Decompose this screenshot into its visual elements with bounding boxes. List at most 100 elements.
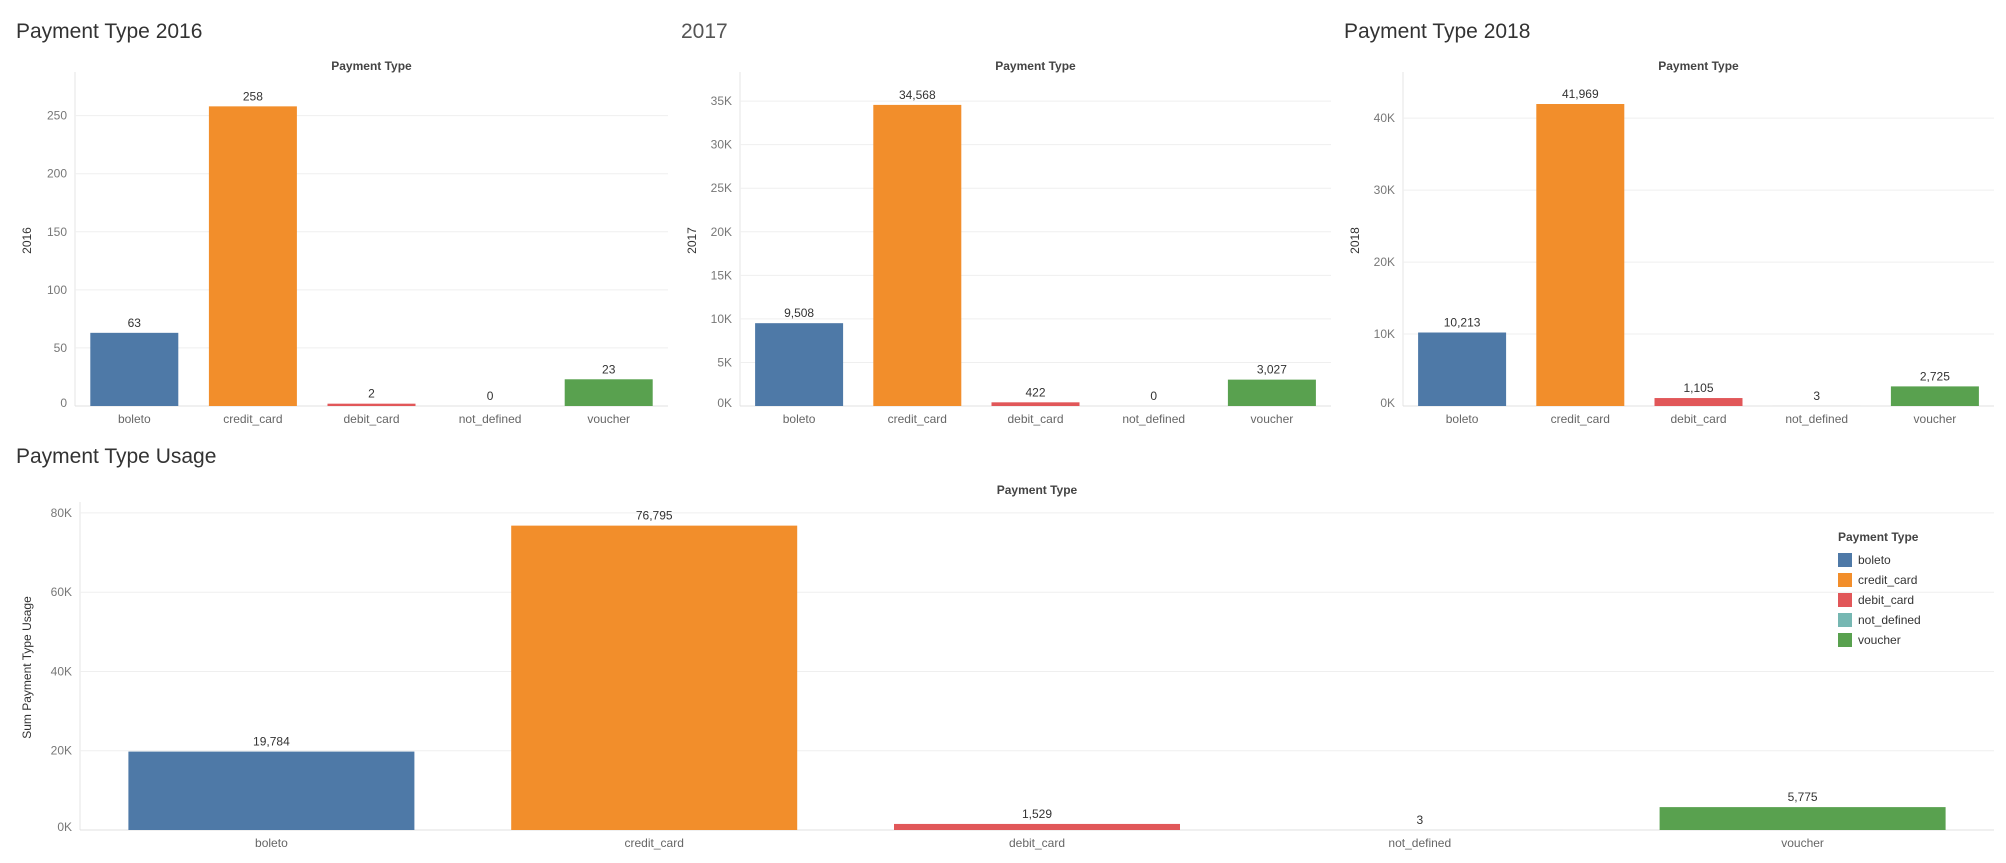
chart2-y-tick-label: 20K bbox=[1374, 255, 1395, 269]
chart0-value-label: 23 bbox=[602, 362, 616, 376]
chart0-value-label: 258 bbox=[243, 89, 263, 103]
chart1-category-label: boleto bbox=[783, 412, 816, 426]
chart3-category-label: debit_card bbox=[1009, 836, 1065, 850]
legend-item-boleto[interactable]: boleto bbox=[1838, 550, 1921, 570]
chart2-bar-boleto bbox=[1418, 332, 1507, 406]
legend-swatch bbox=[1838, 593, 1852, 607]
chart3-category-label: voucher bbox=[1781, 836, 1824, 850]
chart0-bar-boleto bbox=[90, 332, 179, 406]
chart2-y-tick-label: 40K bbox=[1374, 111, 1395, 125]
chart1-y-tick-label: 5K bbox=[717, 355, 732, 369]
chart1-y-tick-label: 20K bbox=[711, 225, 732, 239]
chart2-value-label: 2,725 bbox=[1920, 369, 1950, 383]
chart1-category-label: credit_card bbox=[888, 412, 947, 426]
chart3-category-label: boleto bbox=[255, 836, 288, 850]
chart3-y-axis-title: Sum Payment Type Usage bbox=[20, 596, 34, 739]
legend-label: voucher bbox=[1858, 633, 1901, 647]
chart2-bar-debit-card bbox=[1654, 398, 1743, 406]
chart3-y-tick-label: 20K bbox=[51, 744, 72, 758]
chart1-value-label: 0 bbox=[1150, 389, 1157, 403]
legend-title: Payment Type bbox=[1838, 530, 1919, 544]
chart3-category-label: credit_card bbox=[625, 836, 684, 850]
chart2-value-label: 41,969 bbox=[1562, 87, 1599, 101]
chart2-bar-credit-card bbox=[1536, 104, 1625, 406]
chart0-value-label: 63 bbox=[128, 316, 142, 330]
chart0-category-label: boleto bbox=[118, 412, 151, 426]
chart-title-2017: 2017 bbox=[681, 20, 728, 43]
chart3-value-label: 1,529 bbox=[1022, 807, 1052, 821]
chart3-y-tick-label: 0K bbox=[57, 820, 72, 834]
chart1-y-tick-label: 15K bbox=[711, 268, 732, 282]
chart0-y-tick-label: 200 bbox=[47, 167, 67, 181]
chart1-y-tick-label: 30K bbox=[711, 138, 732, 152]
chart1-category-label: not_defined bbox=[1122, 412, 1185, 426]
chart2-bar-voucher bbox=[1890, 386, 1979, 406]
chart2-x-axis-title: Payment Type bbox=[1658, 59, 1739, 73]
chart1-bar-debit-card bbox=[991, 402, 1080, 406]
chart0-x-axis-title: Payment Type bbox=[331, 59, 412, 73]
chart0-bar-credit-card bbox=[208, 106, 297, 406]
chart1-y-axis-title: 2017 bbox=[685, 227, 699, 254]
chart3-value-label: 3 bbox=[1416, 813, 1423, 827]
chart2-y-axis-title: 2018 bbox=[1348, 227, 1362, 254]
chart2-value-label: 10,213 bbox=[1444, 316, 1481, 330]
legend-label: debit_card bbox=[1858, 593, 1915, 607]
legend-swatch bbox=[1838, 613, 1852, 627]
chart1-bar-credit-card bbox=[873, 104, 962, 406]
chart0-category-label: credit_card bbox=[223, 412, 282, 426]
chart1-bar-boleto bbox=[755, 323, 844, 406]
legend-item-voucher[interactable]: voucher bbox=[1838, 630, 1921, 650]
chart0-value-label: 2 bbox=[368, 387, 375, 401]
chart2-y-tick-label: 10K bbox=[1374, 327, 1395, 341]
chart0-bar-voucher bbox=[564, 379, 653, 406]
chart0-y-tick-label: 100 bbox=[47, 283, 67, 297]
chart2-y-tick-label: 30K bbox=[1374, 183, 1395, 197]
chart3-y-tick-label: 80K bbox=[51, 506, 72, 520]
chart-title-2018: Payment Type 2018 bbox=[1344, 20, 1531, 43]
chart1-value-label: 9,508 bbox=[784, 306, 814, 320]
legend-item-debit-card[interactable]: debit_card bbox=[1838, 590, 1921, 610]
legend-item-not-defined[interactable]: not_defined bbox=[1838, 610, 1921, 630]
chart2-category-label: credit_card bbox=[1551, 412, 1610, 426]
chart3-y-tick-label: 40K bbox=[51, 664, 72, 678]
chart3-value-label: 76,795 bbox=[636, 509, 673, 523]
chart0-bar-debit-card bbox=[327, 403, 416, 406]
chart1-y-tick-label: 10K bbox=[711, 312, 732, 326]
legend-swatch bbox=[1838, 633, 1852, 647]
chart3-y-tick-label: 60K bbox=[51, 585, 72, 599]
chart3-category-label: not_defined bbox=[1388, 836, 1451, 850]
chart3-value-label: 19,784 bbox=[253, 735, 290, 749]
chart0-y-tick-label: 150 bbox=[47, 225, 67, 239]
chart2-category-label: voucher bbox=[1914, 412, 1957, 426]
chart1-value-label: 422 bbox=[1025, 385, 1045, 399]
legend-label: not_defined bbox=[1858, 613, 1921, 627]
legend-label: boleto bbox=[1858, 553, 1891, 567]
chart0-value-label: 0 bbox=[487, 389, 494, 403]
chart2-y-tick-label: 0K bbox=[1380, 396, 1395, 410]
chart3-bar-voucher bbox=[1659, 807, 1946, 830]
chart3-value-label: 5,775 bbox=[1788, 790, 1818, 804]
chart1-category-label: voucher bbox=[1251, 412, 1294, 426]
chart-title-usage: Payment Type Usage bbox=[16, 445, 217, 468]
chart3-bar-credit-card bbox=[511, 525, 798, 830]
chart0-y-tick-label: 250 bbox=[47, 109, 67, 123]
chart2-category-label: debit_card bbox=[1670, 412, 1726, 426]
chart2-value-label: 3 bbox=[1813, 389, 1820, 403]
chart0-category-label: voucher bbox=[587, 412, 630, 426]
legend-label: credit_card bbox=[1858, 573, 1918, 587]
chart1-y-tick-label: 35K bbox=[711, 94, 732, 108]
chart0-y-tick-label: 0 bbox=[60, 396, 67, 410]
chart1-category-label: debit_card bbox=[1007, 412, 1063, 426]
chart3-x-axis-title: Payment Type bbox=[997, 483, 1078, 497]
legend: Payment Type boleto credit_card debit_card… bbox=[1838, 530, 1921, 650]
legend-item-credit-card[interactable]: credit_card bbox=[1838, 570, 1921, 590]
chart1-value-label: 3,027 bbox=[1257, 363, 1287, 377]
chart3-bar-boleto bbox=[128, 751, 415, 830]
chart1-y-tick-label: 0K bbox=[717, 396, 732, 410]
chart0-category-label: not_defined bbox=[459, 412, 522, 426]
legend-swatch bbox=[1838, 573, 1852, 587]
legend-swatch bbox=[1838, 553, 1852, 567]
chart0-y-tick-label: 50 bbox=[54, 341, 68, 355]
